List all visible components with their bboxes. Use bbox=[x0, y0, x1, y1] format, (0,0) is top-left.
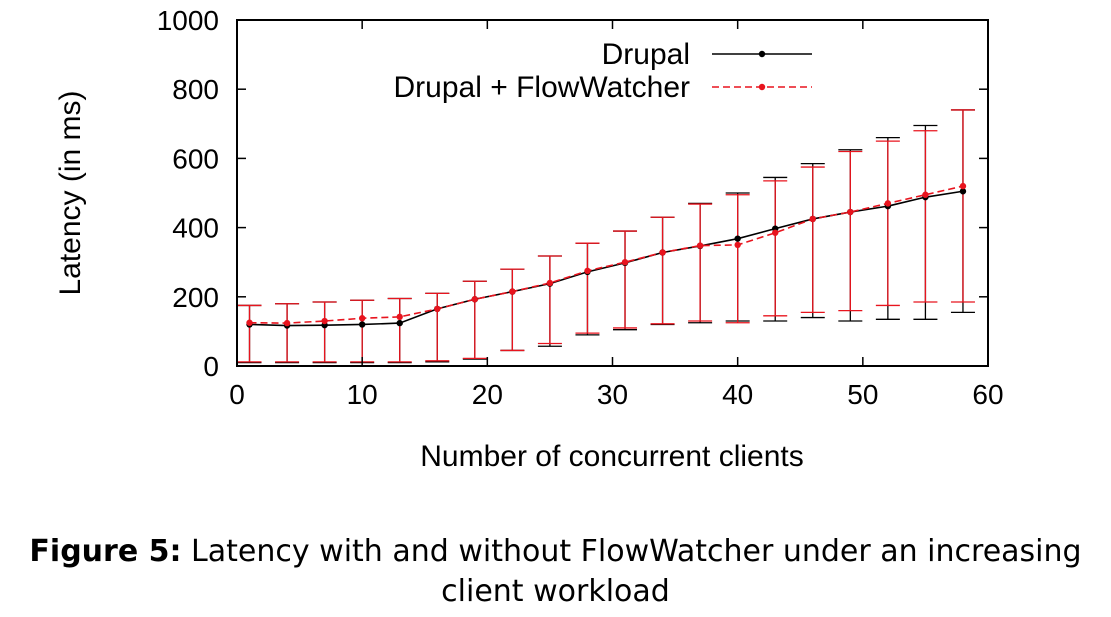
data-point bbox=[884, 200, 892, 207]
legend-marker bbox=[758, 50, 766, 58]
data-point bbox=[959, 188, 967, 195]
error-bars bbox=[237, 109, 975, 364]
data-point bbox=[434, 305, 441, 313]
x-tick-label: 10 bbox=[347, 379, 378, 410]
data-point bbox=[772, 229, 779, 236]
y-tick-label: 1000 bbox=[157, 5, 219, 36]
data-point bbox=[847, 208, 854, 216]
data-point bbox=[283, 319, 291, 327]
legend-label: Drupal bbox=[602, 38, 690, 71]
x-tick-label: 40 bbox=[722, 379, 753, 410]
data-point bbox=[959, 182, 967, 190]
x-tick-label: 30 bbox=[597, 379, 628, 410]
data-point bbox=[358, 321, 366, 328]
latency-chart: 0 10 20 30 40 50 60 0 200 400 600 800 1000 Number o… bbox=[54, 5, 1004, 473]
data-point bbox=[809, 215, 816, 223]
series-line bbox=[249, 185, 964, 324]
x-axis-ticks: 0 10 20 30 40 50 60 bbox=[229, 20, 1004, 410]
data-point bbox=[396, 313, 403, 321]
legend-label: Drupal + FlowWatcher bbox=[394, 71, 690, 104]
figure-caption: Figure 5: Latency with and without FlowW… bbox=[0, 532, 1111, 612]
caption-label: Figure 5: bbox=[29, 534, 182, 569]
data-point bbox=[922, 191, 929, 198]
y-axis-ticks: 0 200 400 600 800 1000 bbox=[157, 5, 988, 382]
x-tick-label: 50 bbox=[847, 379, 878, 410]
data-point bbox=[471, 296, 479, 303]
data-point bbox=[734, 235, 741, 242]
y-tick-label: 400 bbox=[172, 213, 219, 244]
y-axis-label: Latency (in ms) bbox=[54, 90, 87, 295]
y-tick-label: 200 bbox=[172, 282, 219, 313]
caption-text: Latency with and without FlowWatcher und… bbox=[191, 534, 1082, 609]
data-point bbox=[584, 267, 591, 275]
data-point bbox=[621, 259, 629, 266]
data-point bbox=[358, 315, 366, 322]
x-tick-label: 60 bbox=[972, 379, 1003, 410]
data-point bbox=[659, 249, 666, 256]
y-tick-label: 0 bbox=[203, 351, 219, 382]
legend-marker bbox=[758, 83, 766, 91]
data-point bbox=[509, 288, 516, 295]
x-axis-label: Number of concurrent clients bbox=[420, 440, 804, 473]
data-point bbox=[546, 279, 554, 287]
data-point bbox=[321, 317, 328, 325]
x-tick-label: 20 bbox=[472, 379, 503, 410]
series-points bbox=[246, 182, 967, 329]
y-tick-label: 600 bbox=[172, 143, 219, 174]
y-tick-label: 800 bbox=[172, 74, 219, 105]
series-lines bbox=[249, 185, 964, 327]
data-point bbox=[246, 319, 253, 326]
data-point bbox=[734, 241, 741, 249]
data-point bbox=[396, 319, 403, 327]
data-point bbox=[696, 242, 704, 249]
x-tick-label: 0 bbox=[229, 379, 245, 410]
